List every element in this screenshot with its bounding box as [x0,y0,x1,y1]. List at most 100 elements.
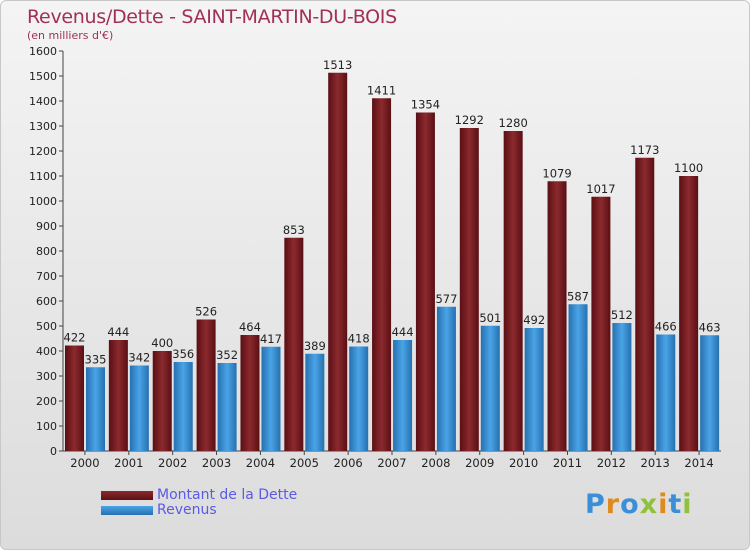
legend-swatch-revenue [101,505,153,515]
x-tick-label: 2011 [553,456,582,470]
bar-revenue [261,346,281,451]
data-label-debt: 444 [107,325,129,339]
y-tick-label: 0 [50,445,57,458]
data-label-debt: 1354 [411,98,440,112]
bar-revenue [129,365,149,451]
bar-revenue [612,323,632,451]
bar-debt [284,237,304,451]
bar-revenue [700,335,720,451]
bar-revenue [568,304,588,451]
y-tick-label: 200 [36,395,57,408]
x-tick-label: 2014 [684,456,713,470]
data-label-revenue: 587 [567,289,589,303]
bar-revenue [86,367,105,451]
data-label-revenue: 418 [348,332,370,346]
data-label-debt: 1411 [367,83,396,97]
data-label-debt: 1292 [455,113,484,127]
bar-revenue [349,346,369,451]
data-label-revenue: 352 [216,348,238,362]
data-label-revenue: 501 [479,311,501,325]
y-tick-label: 400 [36,345,57,358]
bar-debt [65,345,84,451]
data-label-revenue: 356 [172,347,194,361]
x-tick-label: 2007 [377,456,406,470]
y-tick-label: 1500 [29,70,57,83]
y-tick-label: 1000 [29,195,57,208]
bar-debt [547,181,567,451]
bar-debt [679,176,699,451]
bar-debt [196,319,216,451]
x-tick-label: 2006 [333,456,362,470]
bar-debt [108,340,128,451]
bar-revenue [217,363,237,451]
data-label-revenue: 389 [304,339,326,353]
bar-debt [459,128,479,451]
bar-debt [372,98,392,451]
x-tick-label: 2008 [421,456,450,470]
legend: Montant de la Dette Revenus [101,487,298,518]
data-label-debt: 400 [151,336,173,350]
data-label-revenue: 512 [611,308,633,322]
bar-revenue [524,328,544,451]
y-tick-label: 1400 [29,95,57,108]
y-tick-label: 700 [36,270,57,283]
data-label-revenue: 466 [655,320,677,334]
bar-debt [503,131,523,451]
legend-swatch-debt [101,490,153,500]
x-tick-label: 2003 [202,456,231,470]
y-tick-label: 1300 [29,120,57,133]
data-label-revenue: 492 [523,313,545,327]
data-label-revenue: 444 [392,325,414,339]
y-tick-label: 1600 [29,45,57,58]
bar-debt [635,157,655,451]
x-tick-label: 2002 [158,456,187,470]
x-tick-label: 2009 [465,456,494,470]
data-label-revenue: 417 [260,332,282,346]
y-tick-label: 800 [36,245,57,258]
x-tick-label: 2013 [641,456,670,470]
chart-subtitle: (en milliers d'€) [27,29,114,42]
bar-debt [152,351,172,451]
x-tick-label: 2000 [70,456,99,470]
bar-revenue [656,334,676,451]
x-tick-label: 2004 [246,456,275,470]
data-label-debt: 464 [239,320,261,334]
legend-label-debt: Montant de la Dette [157,487,298,503]
bar-revenue [305,353,325,451]
bar-debt [240,335,260,451]
x-tick-label: 2001 [114,456,143,470]
y-tick-label: 1200 [29,145,57,158]
bar-revenue [436,306,456,451]
legend-item-debt: Montant de la Dette [101,487,298,503]
data-label-debt: 526 [195,305,217,319]
y-tick-label: 500 [36,320,57,333]
data-label-revenue: 463 [699,320,721,334]
bar-debt [415,112,435,451]
data-label-debt: 1079 [542,166,571,180]
y-tick-label: 300 [36,370,57,383]
data-label-revenue: 335 [85,352,107,366]
data-label-debt: 1513 [323,58,352,72]
y-tick-label: 600 [36,295,57,308]
data-label-debt: 422 [64,331,86,345]
proxiti-logo: Proxiti [585,489,693,520]
bar-debt [591,196,611,451]
data-label-debt: 1100 [674,161,703,175]
x-tick-label: 2005 [290,456,319,470]
bar-revenue [480,325,500,451]
x-tick-label: 2012 [597,456,626,470]
data-label-revenue: 342 [128,351,150,365]
bar-revenue [393,340,413,451]
legend-label-revenue: Revenus [157,502,217,518]
bar-debt [328,72,348,451]
data-label-debt: 853 [283,223,305,237]
y-tick-label: 1100 [29,170,57,183]
data-label-debt: 1017 [586,182,615,196]
y-tick-label: 900 [36,220,57,233]
data-label-debt: 1173 [630,143,659,157]
x-tick-label: 2010 [509,456,538,470]
data-label-revenue: 577 [435,292,457,306]
chart-title: Revenus/Dette - SAINT-MARTIN-DU-BOIS [27,6,397,28]
